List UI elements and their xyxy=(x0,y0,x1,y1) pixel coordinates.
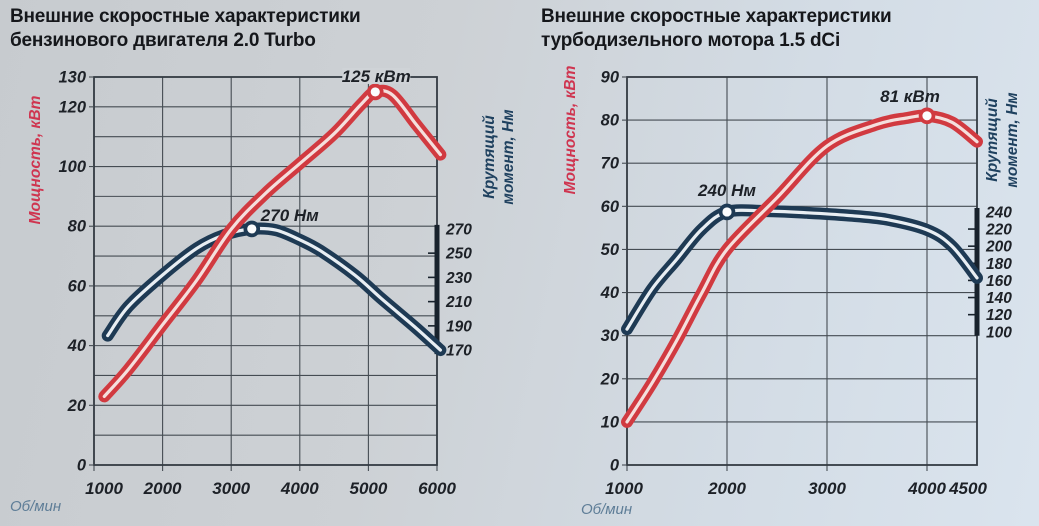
power-tick-label: 100 xyxy=(58,158,86,176)
torque-tick-label: 180 xyxy=(986,256,1012,273)
power-tick-label: 70 xyxy=(601,155,620,173)
chart-title-right-line1: Внешние скоростные характеристики xyxy=(541,6,892,27)
power-axis-label: Мощность, кВт xyxy=(562,65,579,194)
power-tick-label: 20 xyxy=(67,397,87,415)
torque-peak-marker-center xyxy=(722,207,732,217)
rpm-tick-label: 6000 xyxy=(418,479,456,498)
rpm-axis-label: Об/мин xyxy=(10,498,61,515)
rpm-tick-label: 4000 xyxy=(907,479,946,498)
chart-title-left-line2: бензинового двигателя 2.0 Turbo xyxy=(10,30,316,51)
rpm-tick-label: 4500 xyxy=(948,479,987,498)
torque-peak-label: 270 Нм xyxy=(260,206,319,225)
chart-frame xyxy=(93,76,438,466)
torque-tick-label: 140 xyxy=(986,290,1012,307)
power-tick-label: 130 xyxy=(58,69,86,87)
power-tick-label: 30 xyxy=(601,327,620,345)
torque-tick-label: 190 xyxy=(446,318,472,335)
torque-tick-label: 170 xyxy=(446,343,472,360)
chart-right: 2402202001801601401201009080706050403020… xyxy=(562,65,1021,518)
torque-curve-highlight xyxy=(625,208,979,331)
power-curve-highlight xyxy=(102,89,442,398)
torque-curve-highlight xyxy=(106,226,442,352)
power-tick-label: 40 xyxy=(600,284,620,302)
rpm-tick-label: 1000 xyxy=(605,479,643,498)
torque-peak-marker-center xyxy=(247,224,257,234)
torque-axis-label-line2: момент, Нм xyxy=(1004,92,1021,188)
power-tick-label: 0 xyxy=(610,457,620,475)
power-tick-label: 90 xyxy=(601,69,620,87)
torque-tick-label: 230 xyxy=(445,270,472,287)
power-peak-label: 125 кВт xyxy=(342,67,411,86)
chart-title-left-line1: Внешние скоростные характеристики xyxy=(10,6,361,27)
power-curve xyxy=(621,109,983,428)
torque-tick-label: 210 xyxy=(445,294,472,311)
power-tick-label: 60 xyxy=(601,198,620,216)
power-tick-label: 10 xyxy=(601,413,620,431)
power-tick-label: 60 xyxy=(68,277,87,295)
torque-tick-label: 100 xyxy=(986,324,1012,341)
torque-tick-label: 270 xyxy=(445,221,472,238)
power-tick-label: 40 xyxy=(67,337,87,355)
power-tick-label: 80 xyxy=(601,112,620,130)
torque-tick-label: 160 xyxy=(986,273,1012,290)
chart-frame xyxy=(626,76,978,466)
chart-title-right-line2: турбодизельного мотора 1.5 dCi xyxy=(541,30,841,51)
torque-axis-label-line1: Крутящий xyxy=(481,115,498,199)
torque-tick-label: 250 xyxy=(445,246,472,263)
rpm-axis-label: Об/мин xyxy=(581,501,632,518)
rpm-tick-label: 1000 xyxy=(85,479,123,498)
chart-left: 270 250 230 210 190 170 130 120 100 80 60 40 20 0 1000… xyxy=(10,67,517,515)
power-tick-label: 0 xyxy=(77,457,87,475)
power-peak-label: 81 кВт xyxy=(880,87,940,106)
power-tick-label: 120 xyxy=(58,98,86,116)
rpm-tick-label: 2000 xyxy=(143,479,182,498)
chart-title-left: Внешние скоростные характеристики бензин… xyxy=(10,5,510,53)
power-tick-label: 20 xyxy=(600,370,620,388)
power-tick-label: 80 xyxy=(68,218,87,236)
torque-tick-label: 220 xyxy=(985,222,1012,239)
torque-tick-label: 240 xyxy=(985,204,1012,221)
power-tick-label: 50 xyxy=(601,241,620,259)
rpm-tick-label: 3000 xyxy=(808,479,846,498)
torque-axis-label-line2: момент, Нм xyxy=(500,109,517,205)
rpm-tick-label: 4000 xyxy=(280,479,319,498)
torque-peak-label: 240 Нм xyxy=(697,181,756,200)
power-axis-label: Мощность, кВт xyxy=(27,95,44,224)
peak-label-bg xyxy=(342,67,411,84)
rpm-tick-label: 3000 xyxy=(212,479,250,498)
torque-axis-label-line1: Крутящий xyxy=(984,98,1001,182)
torque-tick-label: 120 xyxy=(986,307,1012,324)
rpm-tick-label: 2000 xyxy=(707,479,746,498)
rpm-tick-label: 5000 xyxy=(349,479,387,498)
torque-tick-label: 200 xyxy=(985,239,1012,256)
chart-title-right: Внешние скоростные характеристики турбод… xyxy=(541,5,1031,53)
power-peak-marker-center xyxy=(922,111,932,121)
power-peak-marker-center xyxy=(370,87,380,97)
